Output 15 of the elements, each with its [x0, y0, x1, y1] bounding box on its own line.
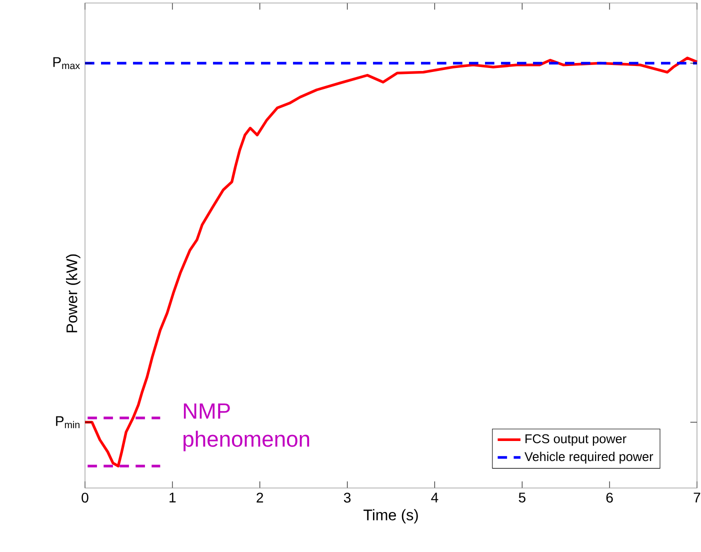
y-axis-title: Power (kW) [66, 254, 80, 332]
x-tick-label: 2 [256, 492, 264, 502]
annotation: NMP phenomenon [184, 404, 310, 452]
legend-label: Vehicle required power [524, 452, 654, 464]
ref-line-label: P$_{max}$ [53, 57, 80, 70]
legend-label: FCS output power [526, 434, 626, 446]
ref-line-label: P$_{min}$ [56, 416, 80, 428]
x-tick-label: 1 [170, 492, 176, 502]
x-axis-title: Time (s) [364, 509, 418, 524]
x-tick-label: 7 [694, 492, 700, 502]
x-tick-label: 3 [344, 492, 351, 503]
x-tick-label: 5 [518, 492, 526, 502]
x-tick-label: 6 [606, 492, 613, 503]
x-tick-label: 0 [82, 492, 88, 503]
x-tick-label: 4 [431, 492, 438, 502]
